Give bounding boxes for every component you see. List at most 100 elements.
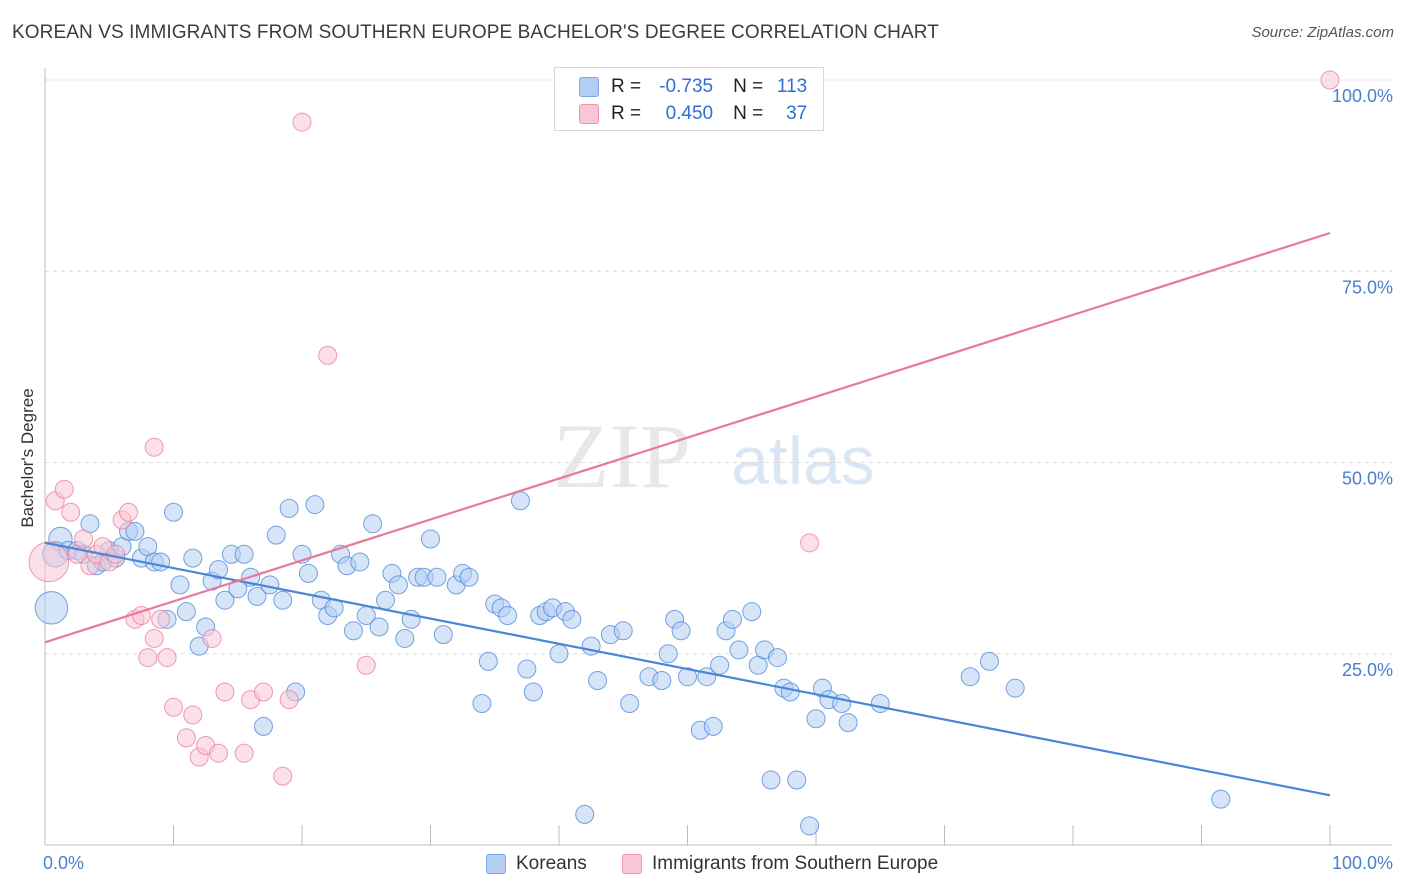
watermark: ZIP atlas bbox=[553, 405, 875, 507]
legend-label-immigrants: Immigrants from Southern Europe bbox=[652, 853, 939, 874]
korean-point bbox=[170, 575, 190, 595]
series-immigrants bbox=[28, 70, 1340, 786]
legend-label-koreans: Koreans bbox=[516, 853, 587, 874]
korean-point bbox=[742, 602, 762, 622]
axes bbox=[44, 68, 1392, 846]
immigrant-point bbox=[356, 655, 376, 675]
r-label: R = bbox=[611, 76, 642, 97]
immigrant-point bbox=[202, 628, 222, 648]
korean-point bbox=[459, 567, 479, 587]
korean-point bbox=[652, 671, 672, 691]
tick-labels: 25.0% 50.0% 75.0% 100.0% 0.0% 100.0% bbox=[43, 86, 1393, 873]
korean-point bbox=[729, 640, 749, 660]
watermark-atlas: atlas bbox=[731, 423, 875, 499]
korean-point bbox=[343, 621, 363, 641]
korean-point bbox=[164, 502, 183, 522]
korean-point bbox=[472, 693, 492, 713]
r-value: 0.450 bbox=[665, 103, 714, 124]
korean-point bbox=[703, 716, 723, 736]
immigrant-point bbox=[28, 541, 70, 583]
korean-point bbox=[234, 544, 254, 564]
korean-point bbox=[395, 628, 415, 648]
korean-point bbox=[125, 521, 145, 541]
korean-point bbox=[613, 621, 633, 641]
stats-row-immigrants: R = 0.450 N = 37 bbox=[579, 101, 807, 127]
korean-point bbox=[722, 609, 742, 629]
n-label: N = bbox=[733, 76, 764, 97]
korean-point bbox=[298, 563, 318, 583]
korean-point bbox=[671, 621, 691, 641]
korean-point bbox=[549, 644, 569, 664]
y-tick-label: 75.0% bbox=[1342, 277, 1393, 297]
y-tick-label: 50.0% bbox=[1342, 469, 1393, 489]
korean-point bbox=[369, 617, 389, 637]
korean-point bbox=[787, 770, 807, 790]
korean-point bbox=[183, 548, 203, 568]
r-label: R = bbox=[611, 103, 642, 124]
immigrant-point bbox=[151, 609, 171, 629]
immigrant-point bbox=[144, 628, 164, 648]
korean-point bbox=[208, 560, 228, 580]
korean-point bbox=[433, 625, 453, 645]
korean-point bbox=[523, 682, 543, 702]
korean-point bbox=[1211, 789, 1231, 809]
korean-point bbox=[979, 651, 999, 671]
korean-point bbox=[478, 651, 498, 671]
immigrant-point bbox=[74, 529, 94, 549]
immigrant-point bbox=[273, 766, 293, 786]
immigrant-point bbox=[157, 648, 177, 668]
immigrant-point bbox=[292, 112, 312, 132]
korean-point bbox=[266, 525, 286, 545]
korean-point bbox=[273, 590, 293, 610]
y-tick-label: 25.0% bbox=[1342, 660, 1393, 680]
korean-point bbox=[215, 590, 235, 610]
immigrant-point bbox=[138, 648, 158, 668]
korean-point bbox=[960, 667, 980, 687]
korean-point bbox=[247, 586, 267, 606]
korean-point bbox=[421, 529, 440, 549]
immigrant-point bbox=[318, 345, 338, 365]
koreans-swatch bbox=[579, 77, 599, 97]
immigrant-point bbox=[119, 502, 139, 522]
stats-row-koreans: R = -0.735 N = 113 bbox=[579, 74, 807, 100]
korean-point bbox=[388, 575, 408, 595]
korean-point bbox=[279, 498, 299, 518]
trend-line-immigrants bbox=[44, 231, 1331, 644]
immigrant-point bbox=[208, 743, 228, 763]
immigrant-point bbox=[1320, 70, 1340, 90]
korean-point bbox=[575, 804, 595, 824]
korean-point bbox=[510, 491, 530, 511]
korean-point bbox=[498, 606, 518, 625]
korean-point bbox=[151, 552, 171, 572]
korean-point bbox=[588, 671, 608, 691]
immigrant-point bbox=[183, 705, 203, 725]
immigrant-point bbox=[106, 544, 126, 564]
r-value: -0.735 bbox=[659, 76, 714, 97]
korean-point bbox=[870, 693, 890, 713]
trend-line-koreans bbox=[44, 541, 1331, 797]
chart-title: KOREAN VS IMMIGRANTS FROM SOUTHERN EUROP… bbox=[12, 22, 939, 43]
legend-item-koreans[interactable]: Koreans bbox=[486, 852, 587, 876]
korean-point bbox=[800, 816, 820, 836]
korean-point bbox=[767, 648, 787, 668]
korean-point bbox=[761, 770, 781, 790]
legend-swatch-immigrants bbox=[622, 854, 642, 874]
korean-point bbox=[620, 693, 640, 713]
korean-point bbox=[253, 716, 273, 736]
immigrant-point bbox=[253, 682, 273, 702]
immigrants-swatch bbox=[579, 104, 599, 124]
korean-point bbox=[350, 552, 370, 572]
legend-swatch-koreans bbox=[486, 854, 506, 874]
watermark-zip: ZIP bbox=[553, 405, 691, 507]
series-koreans bbox=[34, 491, 1231, 836]
legend-item-immigrants[interactable]: Immigrants from Southern Europe bbox=[622, 852, 938, 876]
korean-point bbox=[710, 655, 730, 675]
immigrant-point bbox=[279, 690, 299, 710]
immigrant-point bbox=[234, 743, 254, 763]
korean-point bbox=[678, 667, 697, 687]
trend-lines bbox=[44, 231, 1331, 797]
korean-point bbox=[806, 709, 826, 729]
korean-point bbox=[838, 713, 858, 733]
korean-point bbox=[517, 659, 537, 679]
